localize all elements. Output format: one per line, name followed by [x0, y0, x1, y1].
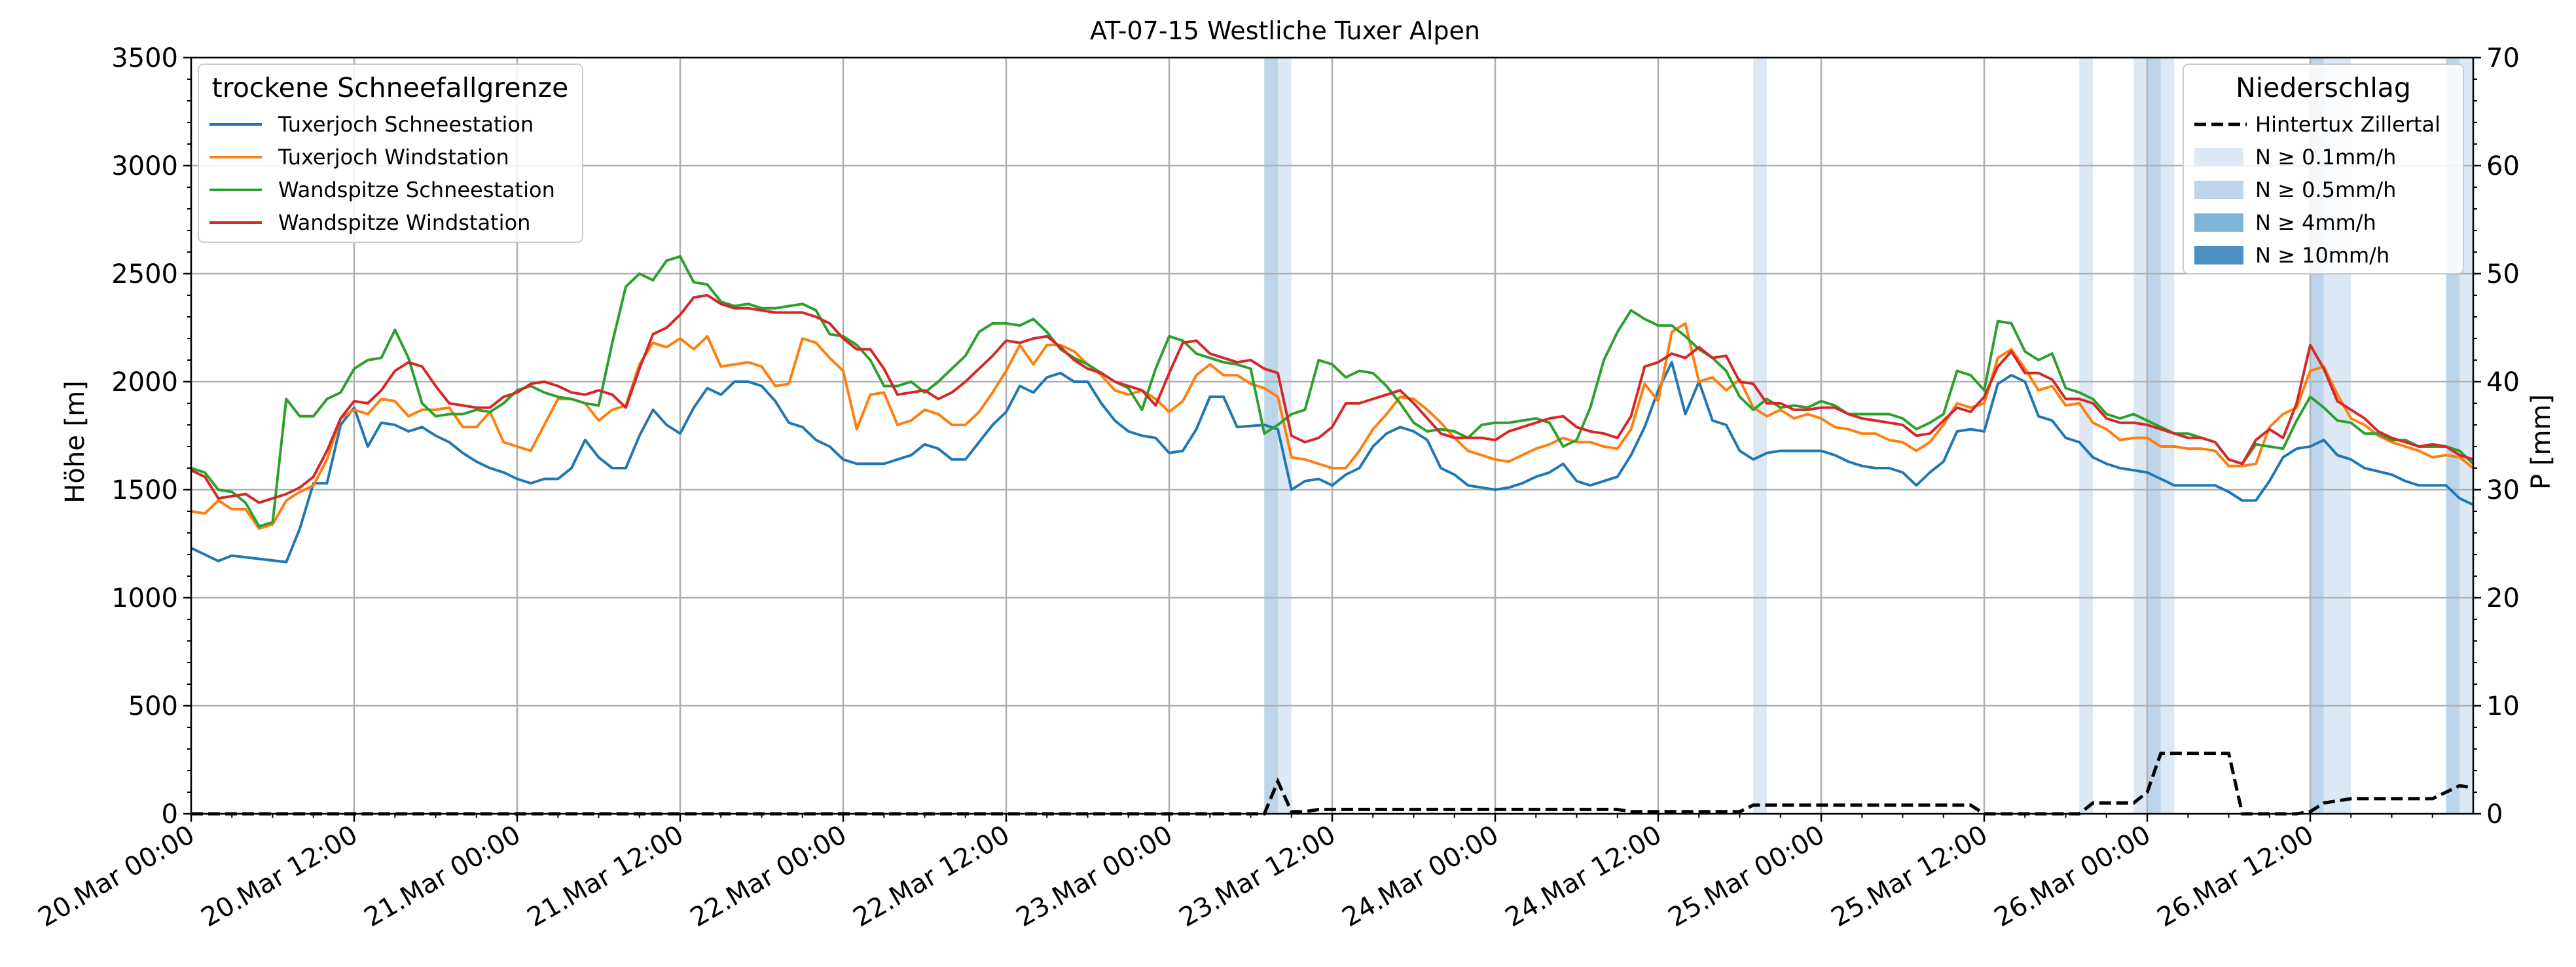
y-tick-label: 3500	[111, 43, 178, 73]
y2-tick-label: 40	[2486, 367, 2520, 397]
legend-snowfall-box	[198, 64, 583, 243]
x-tick-label: 23.Mar 00:00	[1011, 820, 1178, 933]
legend-entry: Tuxerjoch Windstation	[278, 145, 509, 170]
y2-tick-label: 10	[2486, 691, 2520, 721]
precip-band	[1264, 58, 1278, 814]
x-tick-label: 20.Mar 12:00	[196, 820, 363, 933]
legend-entry: Wandspitze Schneestation	[278, 177, 555, 202]
legend-entry: N ≥ 4mm/h	[2255, 210, 2376, 235]
series-line-tuxerjoch-schneestation	[190, 361, 2474, 564]
legend-precip-box	[2183, 64, 2464, 274]
y-tick-label: 1500	[111, 475, 178, 505]
legend-entry: Hintertux Zillertal	[2255, 112, 2440, 137]
y-tick-label: 3000	[111, 151, 178, 181]
x-tick-label: 20.Mar 00:00	[33, 820, 200, 933]
x-tick-label: 24.Mar 12:00	[1500, 820, 1667, 933]
precip-band	[2160, 58, 2175, 814]
legend-entry: Tuxerjoch Schneestation	[278, 112, 534, 137]
x-tick-label: 25.Mar 00:00	[1663, 820, 1830, 933]
legend-swatch	[2194, 181, 2243, 199]
x-tick-label: 23.Mar 12:00	[1174, 820, 1341, 933]
series-line-wandspitze-windstation	[190, 294, 2474, 504]
y2-tick-label: 50	[2486, 259, 2520, 289]
precip-band	[1753, 58, 1767, 814]
series-line-wandspitze-schneestation	[190, 255, 2475, 528]
legend-entry: N ≥ 10mm/h	[2255, 243, 2389, 268]
legend-entry: N ≥ 0.1mm/h	[2255, 145, 2396, 170]
legend-precip-title: Niederschlag	[2236, 72, 2411, 103]
legend-entry: N ≥ 0.5mm/h	[2255, 177, 2396, 202]
series-lines	[190, 255, 2475, 816]
y-tick-label: 500	[128, 691, 178, 721]
legend-entry: Wandspitze Windstation	[278, 210, 530, 235]
y2-tick-label: 70	[2486, 43, 2520, 73]
y-tick-label: 2500	[111, 259, 178, 289]
precip-band	[2147, 58, 2161, 814]
x-tick-label: 21.Mar 00:00	[359, 820, 526, 933]
y2-tick-label: 20	[2486, 583, 2520, 613]
y2-tick-label: 0	[2486, 799, 2503, 830]
legend-swatch	[2194, 213, 2243, 232]
y-tick-label: 0	[162, 799, 178, 830]
precipitation-line	[191, 752, 2474, 816]
x-tick-label: 24.Mar 00:00	[1337, 820, 1504, 933]
x-tick-label: 22.Mar 12:00	[848, 820, 1015, 933]
x-tick-label: 22.Mar 00:00	[685, 820, 852, 933]
precip-band	[2079, 58, 2093, 814]
x-tick-label: 26.Mar 00:00	[1989, 820, 2156, 933]
legend-swatch	[2194, 246, 2243, 265]
legend-swatch	[2194, 148, 2243, 166]
y-axis-label: Höhe [m]	[60, 380, 90, 503]
precip-band	[2133, 58, 2147, 814]
precip-band	[1278, 58, 1292, 814]
x-tick-label: 26.Mar 12:00	[2152, 820, 2319, 933]
chart-title: AT-07-15 Westliche Tuxer Alpen	[1090, 16, 1480, 45]
y2-tick-label: 30	[2486, 475, 2520, 505]
y2-axis-label: P [mm]	[2526, 394, 2556, 490]
y2-tick-label: 60	[2486, 151, 2520, 181]
legend-snowfall-title: trockene Schneefallgrenze	[212, 72, 569, 103]
legends: trockene Schneefallgrenze Tuxerjoch Schne…	[198, 64, 2464, 274]
x-tick-label: 21.Mar 12:00	[522, 820, 689, 933]
y-tick-label: 2000	[111, 367, 178, 397]
x-tick-label: 25.Mar 12:00	[1826, 820, 1993, 933]
y-tick-label: 1000	[111, 583, 178, 613]
